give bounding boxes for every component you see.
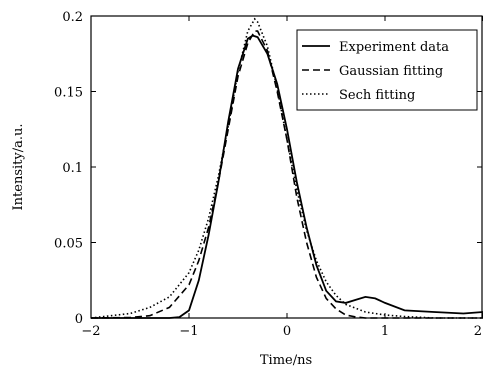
legend-label-1: Gaussian fitting [339,64,443,79]
y-tick-label: 0.05 [54,237,83,252]
legend: Experiment data Gaussian fitting Sech fitt… [296,29,478,111]
series-line-1 [90,30,483,319]
y-tick-label: 0.1 [62,161,83,176]
x-axis-title: Time/ns [260,353,312,368]
y-axis-ticks: 0 0.05 0.1 0.15 0.2 [54,10,482,327]
y-tick-label: 0 [75,312,83,327]
x-tick-label: −1 [179,324,198,339]
x-tick-label: 1 [381,324,389,339]
curves [90,17,483,319]
x-axis-ticks: −2 −1 0 1 2 [81,16,483,339]
legend-label-2: Sech fitting [339,88,415,103]
y-tick-label: 0.15 [54,86,83,101]
x-tick-label: 0 [283,324,291,339]
y-axis-title: Intensity/a.u. [11,124,26,211]
x-tick-label: −2 [81,324,100,339]
y-tick-label: 0.2 [62,10,83,25]
series-line-0 [91,34,483,319]
x-tick-label: 2 [474,324,482,339]
legend-label-0: Experiment data [339,40,449,55]
